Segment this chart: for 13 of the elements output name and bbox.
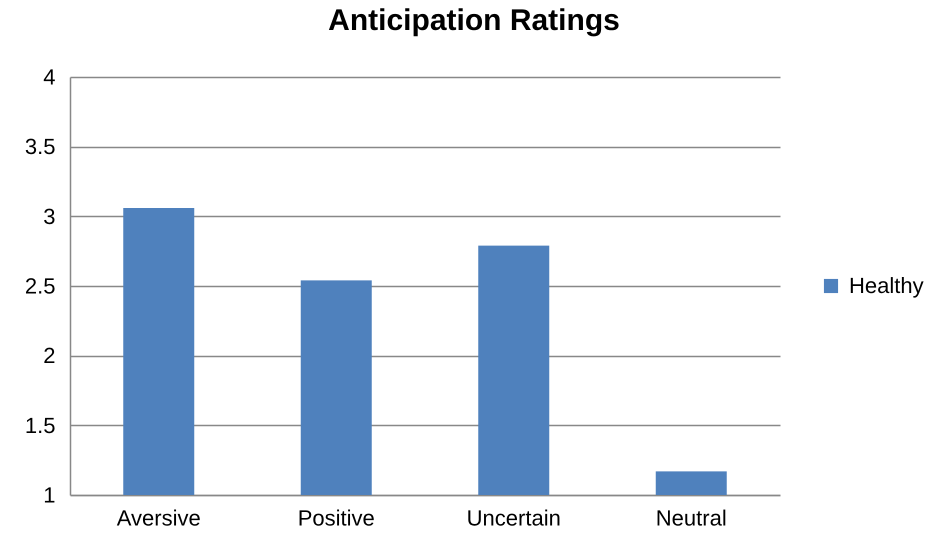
x-tick-label: Uncertain [466, 506, 561, 530]
y-tick-label: 1.5 [24, 412, 56, 438]
x-tick-label: Aversive [116, 506, 201, 530]
x-tick-label: Positive [298, 506, 375, 530]
y-tick-label: 1 [43, 482, 56, 508]
y-tick-label: 2.5 [24, 274, 56, 298]
y-tick-label: 4 [43, 64, 56, 90]
chart-title: Anticipation Ratings [328, 4, 620, 37]
x-tick-label: Neutral [656, 506, 727, 530]
y-tick-label: 3 [43, 204, 56, 229]
y-tick-label: 2 [43, 343, 56, 368]
legend-label: Healthy [849, 273, 924, 298]
y-tick-label: 3.5 [24, 134, 56, 160]
